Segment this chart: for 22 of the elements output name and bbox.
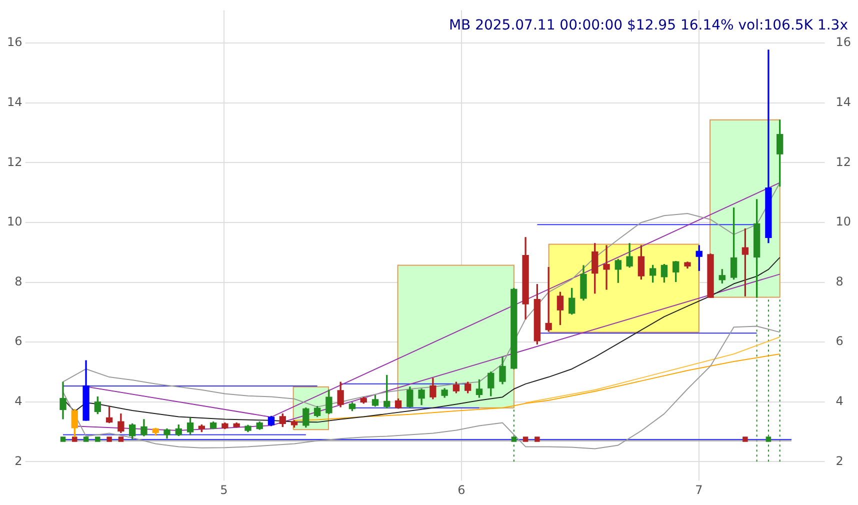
candlestick [545,266,552,332]
text: MB 2025.07.11 00:00:00 $12.95 16.14% vol:106.5K 1.3x [448,18,848,34]
y-tick-label: 6 [14,334,22,348]
y-tick-label: 10 [6,214,22,229]
y-tick-label: 4 [14,394,22,408]
y-tick-label: 8 [14,274,22,288]
y-tick-label: 16 [6,35,22,50]
y-tick-label: 14 [6,95,22,110]
x-tick-label: 6 [458,482,466,497]
y2-tick-label: 12 [836,154,852,169]
y2-tick-label: 8 [836,274,844,288]
x-tick-label: 5 [220,482,228,497]
x-tick-label: 7 [695,482,703,497]
y-tick-label: 12 [6,154,22,169]
candlestick [603,245,610,290]
y2-tick-label: 16 [836,35,852,50]
y2-tick-label: 6 [836,334,844,348]
y2-tick-label: 4 [836,394,844,408]
y2-tick-label: 10 [836,214,852,229]
y2-tick-label: 14 [836,95,852,110]
y-tick-label: 2 [14,454,22,468]
y2-tick-label: 2 [836,454,844,468]
